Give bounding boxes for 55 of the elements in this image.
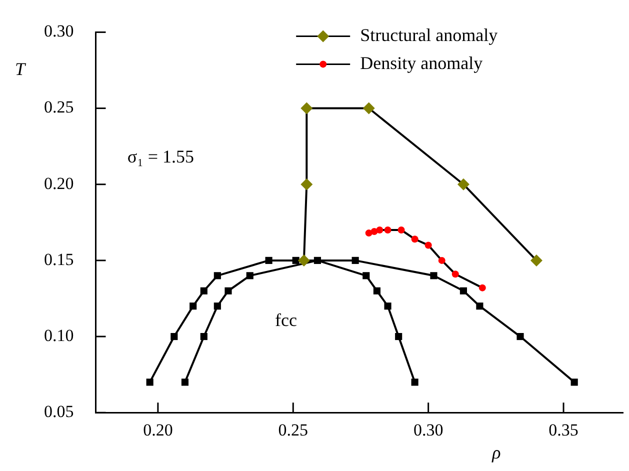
y-tick-label: 0.10	[44, 326, 74, 345]
point	[190, 302, 197, 310]
point	[181, 378, 189, 386]
point	[430, 272, 438, 280]
y-tick-label: 0.15	[44, 250, 74, 269]
annotation: fcc	[275, 310, 297, 330]
point	[570, 378, 578, 386]
point	[200, 332, 208, 340]
point	[384, 302, 392, 310]
y-tick-label: 0.05	[44, 402, 74, 422]
point	[214, 302, 221, 310]
point	[362, 272, 370, 280]
y-tick-label: 0.20	[44, 174, 74, 193]
point	[411, 378, 418, 386]
point	[200, 287, 208, 294]
point	[395, 332, 402, 340]
point	[300, 178, 313, 190]
point	[452, 270, 459, 278]
y-axis-title: T	[14, 58, 27, 79]
point	[530, 254, 542, 266]
x-tick-label: 0.25	[278, 420, 308, 440]
x-tick-label: 0.35	[548, 420, 578, 440]
y-tick-label: 0.25	[44, 98, 74, 117]
point	[298, 254, 310, 266]
point	[373, 287, 380, 294]
point	[476, 302, 484, 310]
x-axis-title: ρ	[491, 442, 502, 462]
annotation: σ₁ = 1.55	[127, 146, 194, 166]
legend-label: Density anomaly	[360, 52, 483, 73]
point	[352, 256, 359, 264]
point	[376, 226, 384, 234]
point	[265, 256, 272, 264]
point	[411, 236, 418, 243]
x-tick-label: 0.20	[143, 420, 173, 440]
point	[370, 228, 378, 236]
point	[384, 226, 392, 234]
point	[146, 378, 154, 386]
point	[214, 272, 221, 280]
point	[460, 287, 468, 294]
point	[457, 178, 470, 190]
point	[314, 256, 321, 264]
point	[300, 102, 313, 114]
point	[438, 256, 446, 264]
point	[246, 272, 254, 280]
x-tick-label: 0.30	[413, 420, 444, 440]
point	[516, 332, 524, 340]
point	[292, 256, 300, 264]
point	[224, 287, 232, 294]
point	[478, 284, 486, 292]
point	[362, 102, 375, 114]
point	[398, 226, 405, 234]
point	[424, 242, 432, 249]
legend-label: Structural anomaly	[360, 24, 498, 45]
y-tick-label: 0.30	[44, 22, 74, 41]
point	[170, 332, 178, 340]
